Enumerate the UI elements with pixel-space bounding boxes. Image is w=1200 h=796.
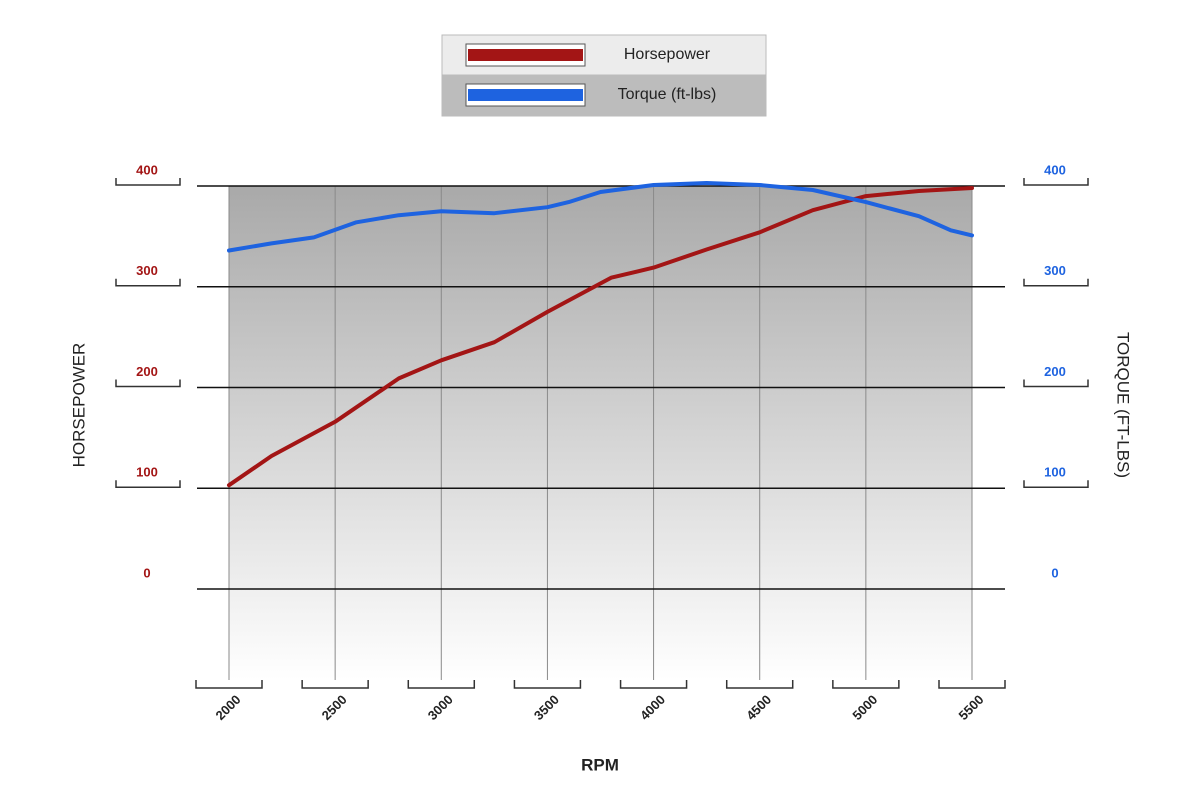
legend — [441, 34, 767, 117]
legend-swatch — [468, 89, 583, 101]
x-tick-label: 5000 — [849, 692, 880, 723]
y2-tick-label: 200 — [1044, 364, 1066, 379]
x-tick-mark — [832, 680, 900, 689]
y-tick-label: 300 — [136, 263, 158, 278]
y2-tick-label: 400 — [1044, 162, 1066, 177]
x-tick-mark — [619, 680, 688, 689]
x-tick-label: 3000 — [425, 692, 456, 723]
y-tick-mark — [115, 379, 181, 388]
legend-label: Horsepower — [624, 46, 711, 63]
plot-background — [229, 186, 972, 680]
y-tick-label: 0 — [143, 565, 150, 580]
y2-tick-label: 300 — [1044, 263, 1066, 278]
x-tick-label: 2000 — [212, 692, 243, 723]
x-tick-label: 4500 — [743, 692, 774, 723]
y-tick-label: 200 — [136, 364, 158, 379]
y-tick-label: 400 — [136, 162, 158, 177]
x-tick-mark — [725, 680, 794, 689]
x-tick-label: 2500 — [319, 692, 350, 723]
y2-tick-label: 0 — [1051, 565, 1058, 580]
x-tick-label: 3500 — [531, 692, 562, 723]
y-tick-mark — [115, 278, 181, 287]
y2-tick-label: 100 — [1044, 465, 1066, 480]
x-tick-mark — [195, 680, 263, 689]
series-line — [227, 181, 974, 253]
legend-label: Torque (ft-lbs) — [618, 86, 717, 103]
series-line — [227, 186, 974, 488]
y-tick-mark — [115, 178, 181, 186]
x-tick-mark — [513, 680, 582, 689]
x-tick-mark — [938, 680, 1006, 689]
x-axis-title: RPM — [581, 755, 619, 774]
y2-tick-mark — [1023, 178, 1089, 186]
x-tick-mark — [407, 680, 476, 689]
y2-axis-title: TORQUE (FT-LBS) — [1114, 332, 1133, 478]
y-tick-label: 100 — [136, 465, 158, 480]
y2-tick-mark — [1023, 379, 1089, 388]
y-tick-mark — [115, 480, 181, 488]
x-tick-label: 4000 — [637, 692, 668, 723]
y2-tick-mark — [1023, 480, 1089, 488]
legend-swatch — [468, 49, 583, 61]
y2-tick-mark — [1023, 278, 1089, 287]
x-tick-label: 5500 — [955, 692, 986, 723]
x-tick-mark — [301, 680, 369, 689]
y-axis-title: HORSEPOWER — [69, 343, 88, 468]
